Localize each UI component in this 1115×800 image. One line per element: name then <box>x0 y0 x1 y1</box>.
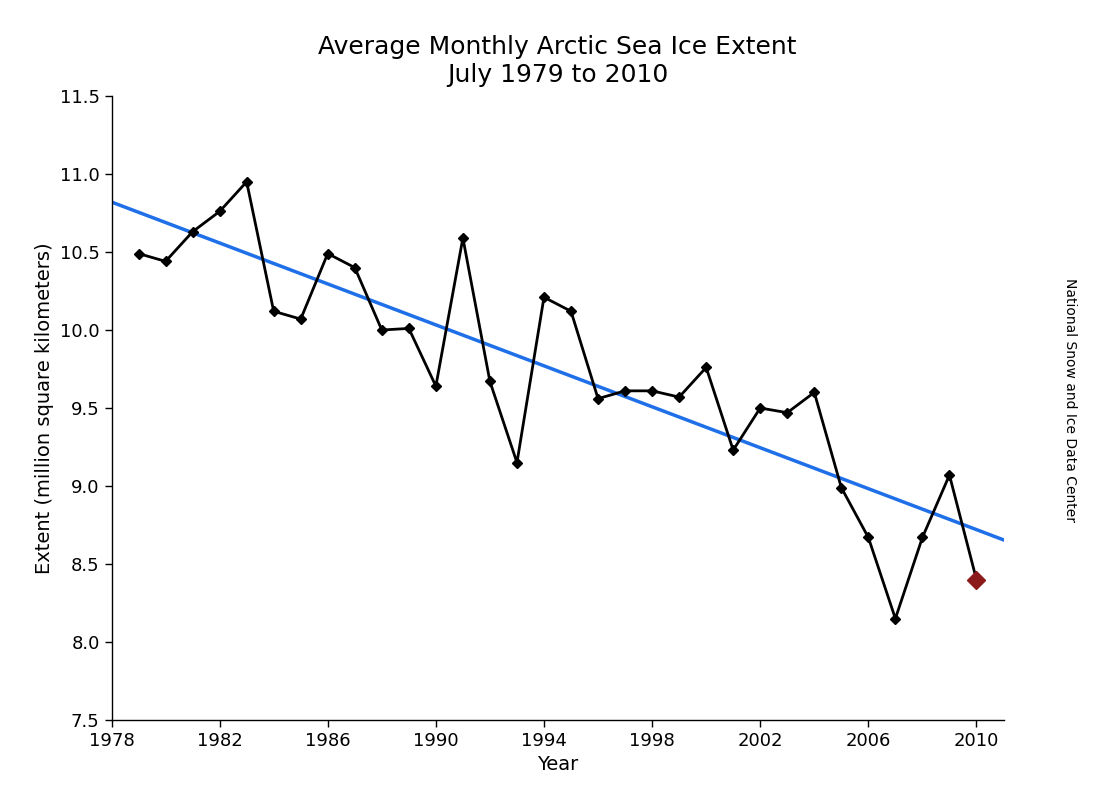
Y-axis label: Extent (million square kilometers): Extent (million square kilometers) <box>36 242 55 574</box>
X-axis label: Year: Year <box>537 755 578 774</box>
Title: Average Monthly Arctic Sea Ice Extent
July 1979 to 2010: Average Monthly Arctic Sea Ice Extent Ju… <box>318 35 797 87</box>
Text: National Snow and Ice Data Center: National Snow and Ice Data Center <box>1064 278 1077 522</box>
